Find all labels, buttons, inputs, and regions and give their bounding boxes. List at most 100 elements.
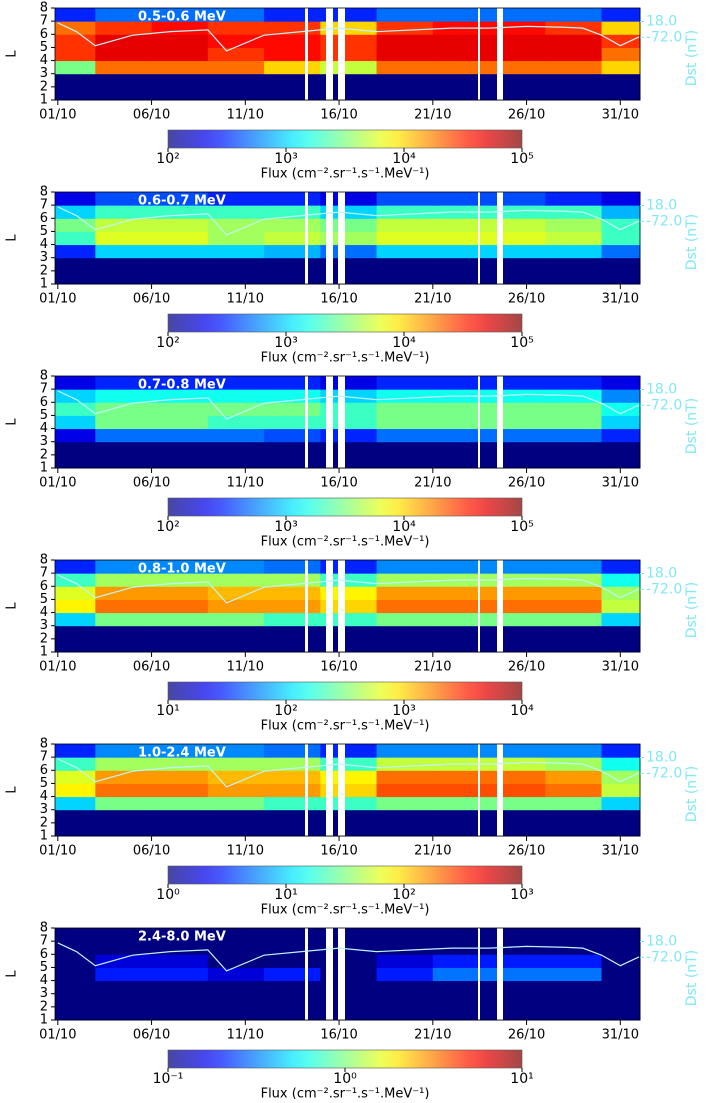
y-tick-label: 5 xyxy=(40,40,48,55)
heatmap-cell xyxy=(376,21,434,35)
heatmap-cell xyxy=(489,822,546,837)
y-tick-label: 2 xyxy=(40,263,48,278)
data-gap xyxy=(305,560,308,652)
heatmap-cell xyxy=(151,402,209,416)
y-tick-label: 2 xyxy=(40,631,48,646)
x-tick-label: 26/10 xyxy=(508,476,545,491)
heatmap-cell xyxy=(264,60,321,75)
heatmap-cell xyxy=(320,809,378,824)
heatmap-cell xyxy=(95,796,153,811)
heatmap-cell xyxy=(207,967,265,982)
dst-line xyxy=(57,942,640,972)
heatmap-cell xyxy=(151,625,209,640)
heatmap-cell xyxy=(320,218,378,232)
data-gap xyxy=(338,192,345,284)
y-tick-label: 2 xyxy=(40,447,48,462)
colorbar-tick-label: 10⁴ xyxy=(392,335,416,351)
heatmap-cell xyxy=(320,376,378,390)
heatmap-cell xyxy=(95,415,153,430)
data-gap xyxy=(305,744,308,836)
heatmap-cell xyxy=(432,980,490,995)
colorbar-tick-label: 10² xyxy=(156,519,179,535)
heatmap-cell xyxy=(95,586,153,600)
colorbar-tick-label: 10³ xyxy=(274,335,297,351)
heatmap-cell xyxy=(207,941,265,955)
heatmap-cell xyxy=(545,638,603,653)
heatmap-cell xyxy=(320,389,378,403)
heatmap-cell xyxy=(376,954,434,968)
heatmap-cell xyxy=(320,415,378,430)
heatmap-cell xyxy=(95,376,153,390)
heatmap-cell xyxy=(55,376,96,390)
heatmap-cell xyxy=(601,8,641,22)
heatmap-cell xyxy=(207,192,265,206)
x-tick-label: 16/10 xyxy=(320,1028,357,1043)
y-tick-label: 6 xyxy=(40,947,48,962)
heatmap-cell xyxy=(320,599,378,614)
heatmap-cell xyxy=(320,573,378,587)
y-tick-label: 4 xyxy=(40,421,48,436)
heatmap-cell xyxy=(601,612,641,627)
heatmap-cell xyxy=(151,47,209,62)
heatmap-cell xyxy=(489,809,546,824)
heatmap-cell xyxy=(95,218,153,232)
colorbar-tick-label: 10⁴ xyxy=(392,519,416,535)
data-gap xyxy=(338,744,345,836)
data-gap xyxy=(497,192,503,284)
data-gap xyxy=(478,928,480,1020)
heatmap-cell xyxy=(207,1006,265,1021)
y-tick-label: 6 xyxy=(40,27,48,42)
heatmap-cell xyxy=(432,809,490,824)
heatmap-cell xyxy=(151,270,209,285)
y2-tick-label: 18.0 xyxy=(646,749,677,765)
heatmap-cell xyxy=(432,244,490,259)
heatmap-cell xyxy=(207,376,265,390)
heatmap-cell xyxy=(320,586,378,600)
heatmap-cell xyxy=(432,928,490,942)
x-tick-label: 06/10 xyxy=(133,844,170,859)
heatmap-cell xyxy=(376,441,434,456)
colorbar-tick-label: 10⁰ xyxy=(156,887,180,903)
heatmap-cell xyxy=(264,428,321,443)
x-tick-label: 26/10 xyxy=(508,660,545,675)
heatmap-cell xyxy=(376,612,434,627)
heatmap-cell xyxy=(207,796,265,811)
heatmap-cell xyxy=(376,822,434,837)
heatmap-cell xyxy=(151,928,209,942)
heatmap-cell xyxy=(151,954,209,968)
heatmap-cell xyxy=(95,954,153,968)
heatmap-cell xyxy=(207,86,265,101)
heatmap-cell xyxy=(376,218,434,232)
heatmap-cell xyxy=(95,441,153,456)
heatmap-cell xyxy=(320,441,378,456)
heatmap-cell xyxy=(545,257,603,272)
plot-frame xyxy=(54,375,641,469)
heatmap-cell xyxy=(489,573,546,587)
heatmap-cell xyxy=(95,34,153,48)
colorbar-tick-label: 10⁴ xyxy=(392,151,416,167)
heatmap-cell xyxy=(320,757,378,771)
heatmap-cell xyxy=(207,428,265,443)
y-axis-label: L xyxy=(5,234,20,242)
y-tick-label: 1 xyxy=(40,461,48,476)
heatmap-cell xyxy=(545,822,603,837)
data-gap xyxy=(478,744,480,836)
heatmap-cell xyxy=(320,205,378,219)
y2-axis-label: Dst (nT) xyxy=(684,582,700,638)
heatmap-cell xyxy=(55,428,96,443)
heatmap-cell xyxy=(489,402,546,416)
heatmap-cell xyxy=(264,954,321,968)
heatmap-cell xyxy=(264,231,321,246)
heatmap-cell xyxy=(55,993,96,1008)
x-tick-label: 31/10 xyxy=(602,108,639,123)
data-gap xyxy=(326,8,333,100)
heatmap-cell xyxy=(320,822,378,837)
heatmap-cell xyxy=(55,231,96,246)
x-tick-label: 11/10 xyxy=(227,660,264,675)
data-gap xyxy=(478,376,480,468)
heatmap-cell xyxy=(151,257,209,272)
heatmap-cell xyxy=(432,257,490,272)
y-tick-label: 1 xyxy=(40,645,48,660)
